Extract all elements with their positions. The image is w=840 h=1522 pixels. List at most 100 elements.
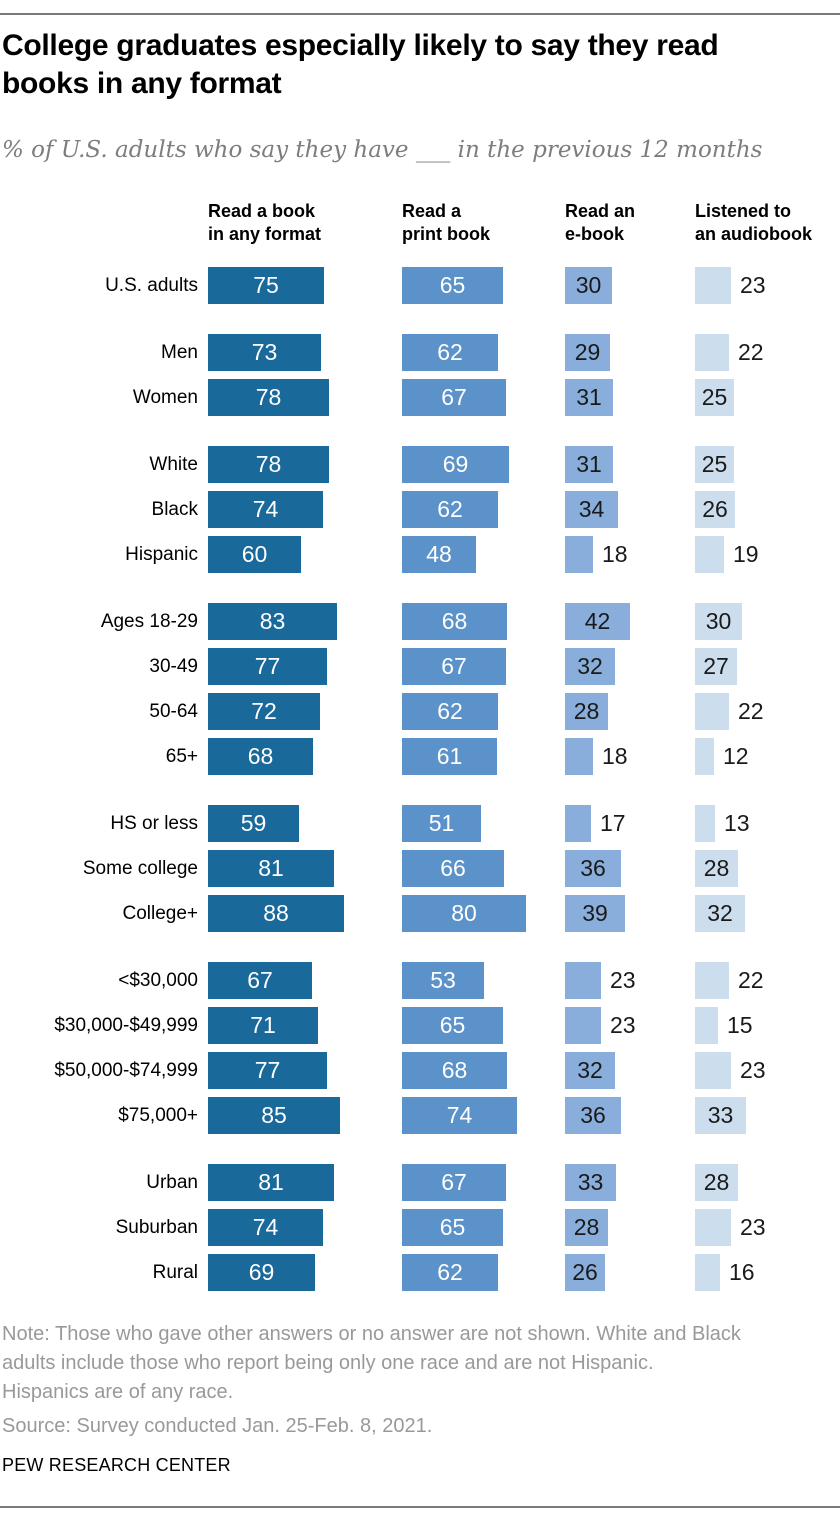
bar-value-label: 26: [572, 1259, 598, 1285]
bar: 29: [565, 334, 610, 371]
bar: 33: [695, 1097, 746, 1134]
bar: 78: [208, 379, 329, 416]
row-label: Suburban: [115, 1217, 198, 1238]
bar: 30: [565, 267, 612, 304]
bar: 81: [208, 1164, 334, 1201]
row-label: Ages 18-29: [100, 611, 198, 632]
bar: 71: [208, 1007, 318, 1044]
bar-value-label: 22: [738, 698, 764, 724]
bar: 80: [402, 895, 526, 932]
bar-value-label: 78: [255, 451, 282, 477]
bar-value-label: 23: [610, 1012, 636, 1038]
row-label: White: [149, 454, 198, 475]
bar-value-label: 17: [600, 810, 626, 836]
bar: 32: [565, 648, 615, 685]
bar-value-label: 78: [255, 384, 282, 410]
bar: 74: [208, 491, 323, 528]
column-header-line: Read a book: [208, 201, 316, 221]
bar: 83: [208, 603, 337, 640]
row-label: HS or less: [110, 813, 198, 834]
bar: 36: [565, 1097, 621, 1134]
bar: 36: [565, 850, 621, 887]
column-header: Read a print book: [402, 200, 490, 246]
bar: 62: [402, 693, 498, 730]
bar: 26: [695, 491, 735, 528]
bar-value-label: 30: [705, 608, 732, 634]
bar: 60: [208, 536, 301, 573]
column-header: Read a book in any format: [208, 200, 321, 246]
chart-subtitle: % of U.S. adults who say they have ___ i…: [2, 137, 763, 163]
bar-value-label: 23: [740, 1057, 766, 1083]
bar-value-label: 22: [738, 339, 764, 365]
bottom-divider: [0, 1506, 840, 1508]
bar: 68: [402, 1052, 507, 1089]
bar: 68: [208, 738, 313, 775]
row-label: 50-64: [149, 701, 198, 722]
bar: 88: [208, 895, 344, 932]
chart-title: College graduates especially likely to s…: [2, 29, 719, 100]
bar: 59: [208, 805, 299, 842]
row-label: Hispanic: [125, 544, 198, 565]
bar-value-label: 28: [703, 855, 730, 881]
bar-value-label: 77: [254, 653, 281, 679]
row-label: $50,000-$74,999: [54, 1060, 198, 1081]
bar-value-label: 74: [252, 1214, 279, 1240]
bar: 34: [565, 491, 618, 528]
bar: 69: [402, 446, 509, 483]
bar: 67: [402, 648, 506, 685]
bar-value-label: 48: [426, 541, 452, 567]
bar-value-label: 23: [610, 967, 636, 993]
row-label: Rural: [152, 1262, 198, 1283]
row-label: Men: [161, 342, 198, 363]
column-header-line: Read a: [402, 201, 462, 221]
bar-value-label: 27: [703, 653, 729, 679]
bar-value-label: 36: [580, 1102, 606, 1128]
bar-value-label: 59: [240, 810, 267, 836]
bar: 62: [402, 334, 498, 371]
bar-value-label: 65: [439, 1214, 466, 1240]
bar-value-label: 18: [602, 541, 628, 567]
bar-value-label: 33: [707, 1102, 734, 1128]
bar-value-label: 16: [729, 1259, 755, 1285]
bar-value-label: 80: [451, 900, 477, 926]
bar: [565, 536, 593, 573]
column-header-line: in any format: [208, 224, 322, 244]
row-label: Women: [132, 387, 198, 408]
bar: 66: [402, 850, 504, 887]
top-divider: [0, 13, 840, 15]
bar-value-label: 67: [441, 653, 467, 679]
bar-value-label: 66: [440, 855, 466, 881]
bar-value-label: 53: [430, 967, 456, 993]
bar: 25: [695, 446, 734, 483]
bar-value-label: 81: [258, 1169, 284, 1195]
bar: 62: [402, 1254, 498, 1291]
bar: [695, 693, 729, 730]
bar: 78: [208, 446, 329, 483]
bar-value-label: 39: [582, 900, 608, 926]
bar-value-label: 60: [241, 541, 268, 567]
bar: [695, 536, 724, 573]
row-label: 30-49: [149, 656, 198, 677]
bar: 25: [695, 379, 734, 416]
bar-value-label: 28: [573, 1214, 600, 1240]
bar: 31: [565, 446, 613, 483]
row-label: $75,000+: [118, 1105, 198, 1126]
bar-value-label: 32: [707, 900, 733, 926]
bar: 51: [402, 805, 481, 842]
bar: 26: [565, 1254, 605, 1291]
bar-value-label: 29: [574, 339, 601, 365]
column-header-line: Read an: [565, 201, 636, 221]
column-header: Listened to an audiobook: [695, 200, 812, 246]
bar-value-label: 69: [442, 451, 469, 477]
bar-value-label: 74: [252, 496, 279, 522]
bar-value-label: 62: [437, 698, 463, 724]
bar-value-label: 25: [701, 451, 728, 477]
bar-value-label: 32: [577, 1057, 603, 1083]
bar: 81: [208, 850, 334, 887]
bar-value-label: 23: [740, 272, 766, 298]
bar: 53: [402, 962, 484, 999]
bar: [565, 962, 601, 999]
row-label: Black: [151, 499, 198, 520]
